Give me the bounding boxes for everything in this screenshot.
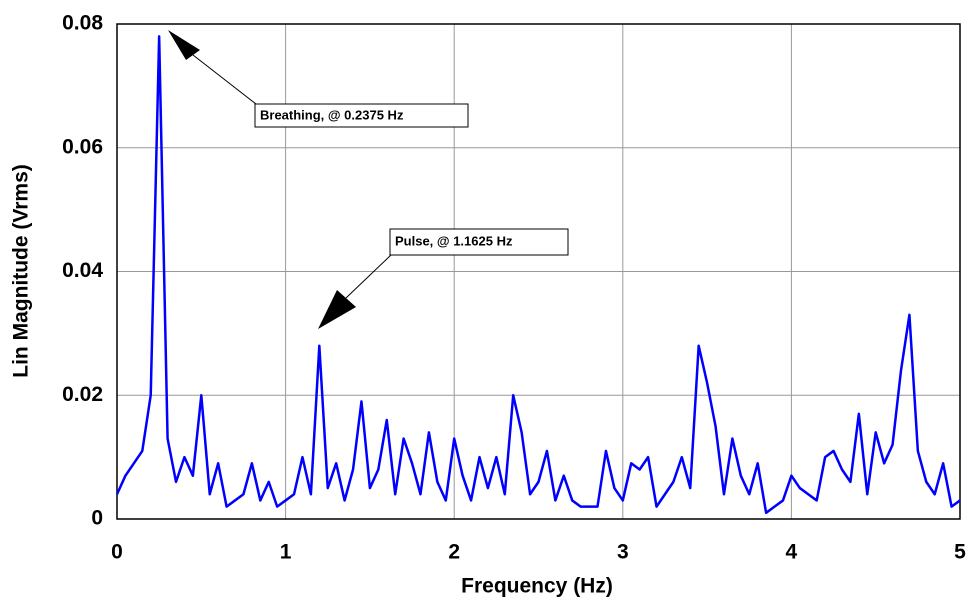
arrow-line	[345, 253, 393, 299]
annotation-box	[254, 103, 469, 128]
x-axis-title: Frequency (Hz)	[461, 575, 613, 598]
annotation: Pulse, @ 1.1625 Hz	[318, 228, 569, 329]
x-tick-label: 2	[448, 541, 460, 564]
annotation: Breathing, @ 0.2375 Hz	[168, 30, 469, 128]
x-tick-label: 0	[111, 541, 123, 564]
x-tick-label: 5	[954, 541, 966, 564]
x-tick-label: 4	[786, 541, 798, 564]
x-tick-label: 1	[280, 541, 292, 564]
x-tick-label: 3	[617, 541, 629, 564]
plot-frame	[116, 23, 961, 520]
y-tick-label: 0.08	[62, 12, 103, 35]
y-tick-label: 0.06	[62, 135, 103, 158]
annotation-text: Pulse, @ 1.1625 Hz	[395, 233, 513, 248]
y-axis-title: Lin Magnitude (Vrms)	[10, 164, 33, 378]
annotation-box	[389, 228, 569, 256]
y-tick-label: 0.02	[62, 383, 103, 406]
series-line	[115, 35, 961, 515]
arrow-head	[318, 290, 356, 329]
y-tick-label: 0.04	[62, 259, 103, 282]
annotation-text: Breathing, @ 0.2375 Hz	[260, 107, 404, 122]
grid	[116, 23, 961, 520]
arrow-line	[192, 54, 257, 105]
arrow-head	[168, 30, 200, 60]
series	[115, 35, 961, 515]
y-tick-label: 0	[91, 507, 103, 530]
